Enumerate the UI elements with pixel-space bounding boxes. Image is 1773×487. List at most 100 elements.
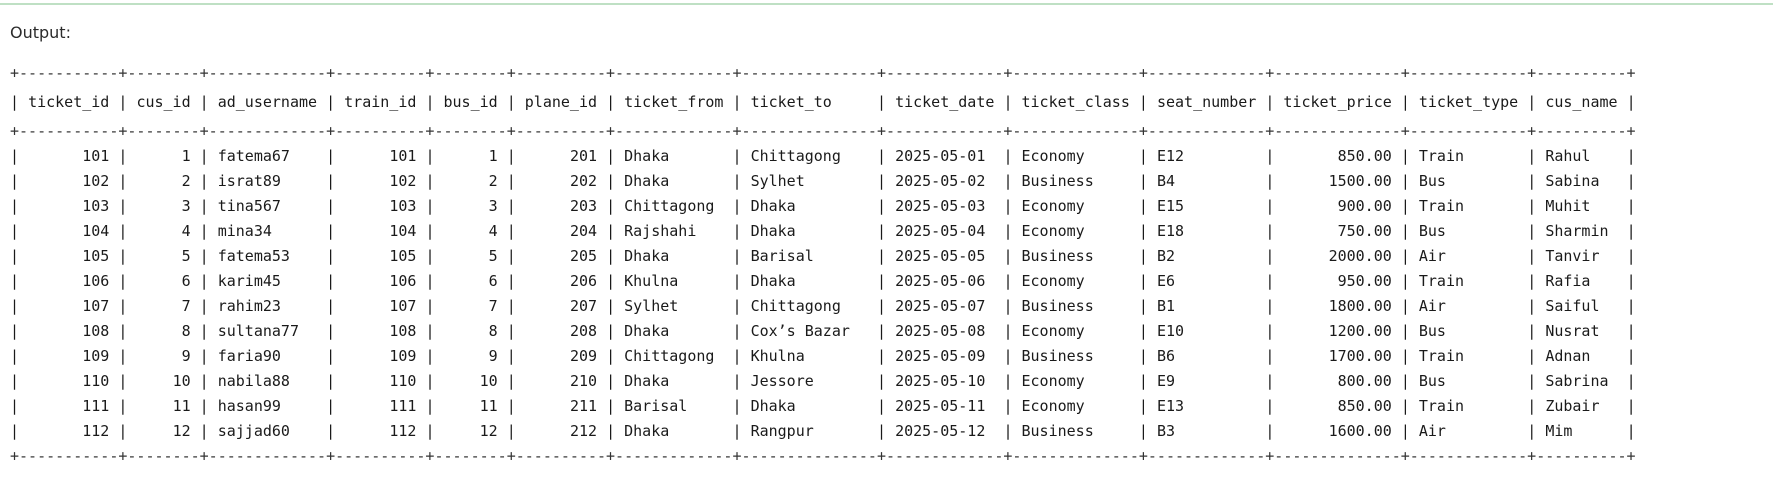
table-cell: 11 [172,397,191,415]
table-cell: israt89 [217,172,281,190]
table-cell: 11 [479,397,498,415]
table-cell: Dhaka [624,322,670,340]
table-cell: Rajshahi [624,222,697,240]
table-cell: Bus [1418,222,1446,240]
table-row: | 108 | 8 | sultana77 | 108 | 8 | 208 | … [10,322,1636,340]
table-cell: B2 [1156,247,1176,265]
table-cell: 101 [82,147,110,165]
table-cell: 2025-05-07 [895,297,986,315]
table-cell: 1200.00 [1328,322,1392,340]
table-cell: 2025-05-05 [895,247,986,265]
table-header-row: | ticket_id | cus_id | ad_username | tra… [10,93,1636,111]
table-cell: Dhaka [624,172,670,190]
table-cell: 108 [82,322,110,340]
table-cell: 201 [569,147,598,165]
table-cell: mina34 [217,222,272,240]
table-cell: 2025-05-06 [895,272,986,290]
table-cell: sajjad60 [217,422,290,440]
column-header: ticket_date [895,93,995,111]
table-cell: nabila88 [217,372,290,390]
table-cell: 107 [82,297,110,315]
table-cell: 204 [569,222,598,240]
table-cell: 4 [488,222,498,240]
table-cell: 102 [82,172,110,190]
table-cell: 112 [82,422,110,440]
table-cell: 206 [569,272,598,290]
column-header: cus_name [1545,93,1618,111]
table-cell: Train [1418,197,1465,215]
table-cell: 1500.00 [1328,172,1392,190]
table-cell: E13 [1156,397,1185,415]
table-cell: Train [1418,272,1465,290]
table-cell: 8 [488,322,498,340]
table-cell: 111 [82,397,110,415]
table-cell: 9 [488,347,498,365]
column-header: seat_number [1156,93,1257,111]
table-border: +-----------+--------+-------------+----… [10,64,1636,82]
table-cell: Sylhet [750,172,805,190]
table-cell: 6 [488,272,498,290]
table-row: | 102 | 2 | israt89 | 102 | 2 | 202 | Dh… [10,172,1636,190]
column-header: cus_id [136,93,191,111]
column-header: ticket_id [28,93,110,111]
table-cell: 12 [479,422,498,440]
table-row: | 103 | 3 | tina567 | 103 | 3 | 203 | Ch… [10,197,1636,215]
table-cell: fatema53 [217,247,290,265]
table-cell: 109 [389,347,417,365]
table-cell: Economy [1021,197,1085,215]
column-header: ticket_to [750,93,832,111]
table-border: +-----------+--------+-------------+----… [10,447,1636,465]
table-cell: B6 [1156,347,1176,365]
table-cell: Cox’s Bazar [750,322,850,340]
table-cell: Rahul [1545,147,1591,165]
table-cell: Economy [1021,222,1085,240]
table-cell: Business [1021,247,1094,265]
table-cell: Barisal [750,247,814,265]
table-cell: 205 [569,247,598,265]
table-cell: Business [1021,297,1094,315]
table-cell: Economy [1021,272,1085,290]
table-cell: Air [1418,297,1446,315]
table-cell: Tanvir [1545,247,1600,265]
table-cell: 8 [181,322,191,340]
table-cell: B4 [1156,172,1176,190]
table-cell: Business [1021,347,1094,365]
table-cell: E9 [1156,372,1176,390]
table-row: | 106 | 6 | karim45 | 106 | 6 | 206 | Kh… [10,272,1636,290]
table-cell: 7 [181,297,191,315]
table-cell: Dhaka [750,272,796,290]
table-cell: Economy [1021,397,1085,415]
table-cell: B3 [1156,422,1176,440]
table-cell: 2 [181,172,191,190]
table-cell: 1 [488,147,498,165]
table-cell: 2025-05-11 [895,397,986,415]
table-cell: 106 [389,272,417,290]
table-cell: Dhaka [624,147,670,165]
table-cell: Dhaka [750,222,796,240]
table-cell: Dhaka [624,422,670,440]
table-cell: Bus [1418,322,1446,340]
table-cell: tina567 [217,197,281,215]
table-cell: Sharmin [1545,222,1609,240]
table-cell: 900.00 [1337,197,1392,215]
table-row: | 101 | 1 | fatema67 | 101 | 1 | 201 | D… [10,147,1636,165]
table-cell: 211 [569,397,598,415]
table-cell: Dhaka [624,247,670,265]
table-cell: B1 [1156,297,1176,315]
table-cell: 7 [488,297,498,315]
table-cell: hasan99 [217,397,281,415]
table-row: | 112 | 12 | sajjad60 | 112 | 12 | 212 |… [10,422,1636,440]
table-cell: 103 [389,197,417,215]
table-cell: 203 [569,197,598,215]
table-cell: 2025-05-01 [895,147,986,165]
table-cell: Dhaka [750,397,796,415]
table-cell: 850.00 [1337,147,1392,165]
table-cell: 106 [82,272,110,290]
table-cell: faria90 [217,347,281,365]
table-cell: karim45 [217,272,281,290]
table-cell: 2025-05-04 [895,222,986,240]
table-cell: 4 [181,222,191,240]
table-cell: fatema67 [217,147,290,165]
table-cell: Dhaka [624,372,670,390]
table-cell: 202 [569,172,598,190]
